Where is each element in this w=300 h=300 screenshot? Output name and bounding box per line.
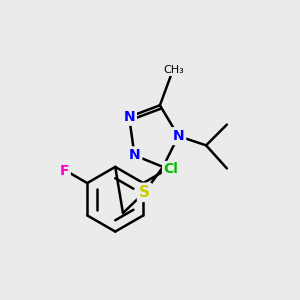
Text: CH₃: CH₃ bbox=[164, 65, 184, 75]
Text: Cl: Cl bbox=[163, 162, 178, 176]
Text: F: F bbox=[60, 164, 70, 178]
Text: N: N bbox=[123, 110, 135, 124]
Text: N: N bbox=[129, 148, 140, 162]
Text: S: S bbox=[139, 185, 150, 200]
Text: N: N bbox=[172, 129, 184, 143]
